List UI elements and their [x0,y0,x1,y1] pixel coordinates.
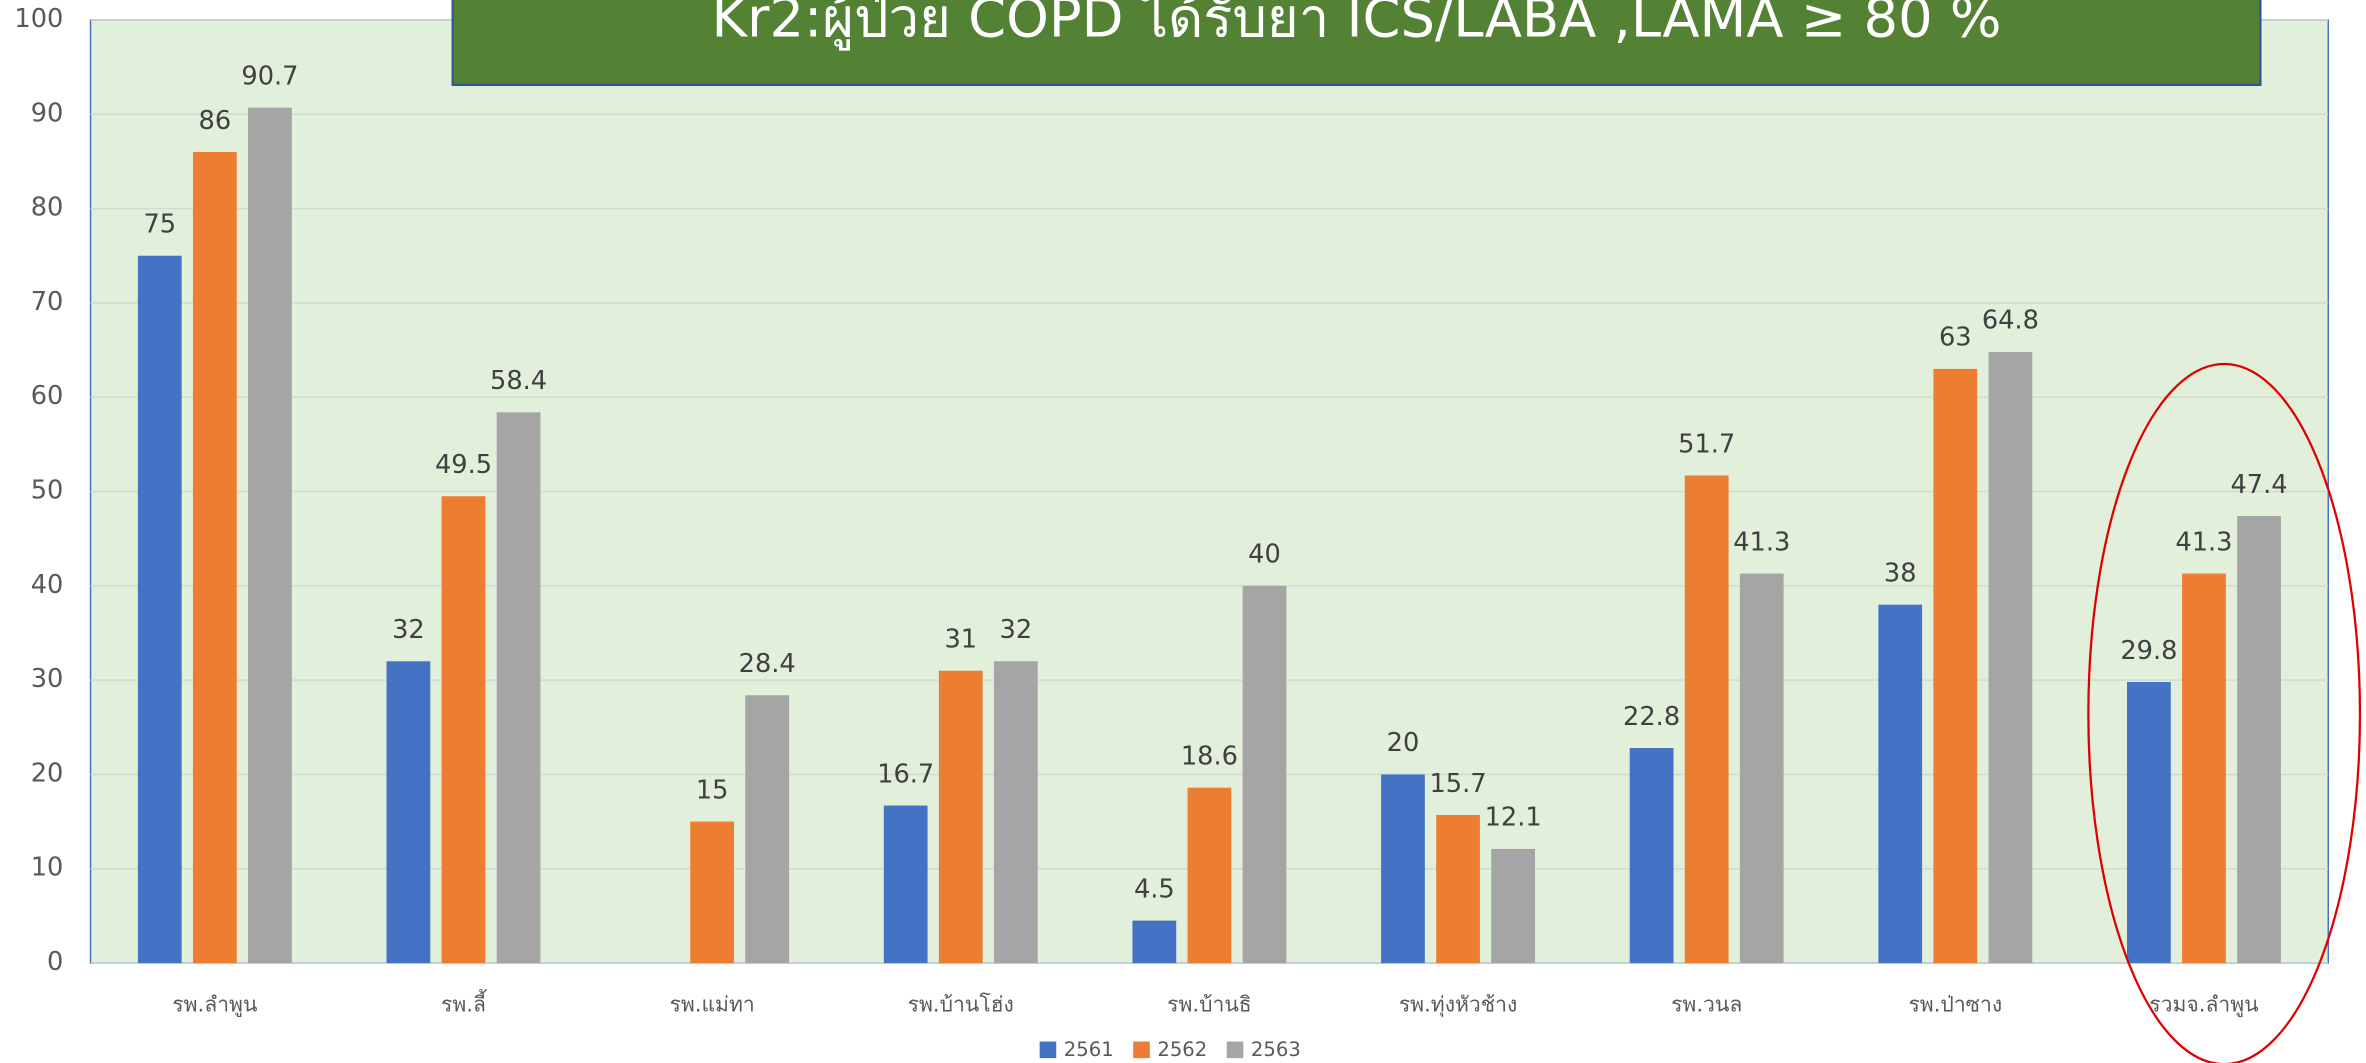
y-tick-label: 50 [31,476,64,506]
bar [496,412,541,964]
bar [2182,573,2226,964]
value-label: 4.5 [1134,874,1175,904]
value-label: 32 [392,615,425,645]
value-label: 63 [1939,323,1972,353]
legend-label: 2561 [1064,1038,1114,1061]
legend-swatch [1226,1041,1244,1059]
value-label: 90.7 [241,62,298,92]
bar [2127,682,2171,964]
bar [1878,604,1923,964]
bar [745,695,790,964]
value-label: 15.7 [1429,769,1486,799]
value-label: 49.5 [435,450,492,480]
x-tick-label: รพ.ลำพูน [172,991,257,1017]
bar [1933,368,1978,964]
bars [137,107,2281,964]
value-label: 41.3 [1733,527,1790,557]
highlight-ellipse [2087,362,2362,1063]
value-label: 31 [944,625,977,655]
x-tick-label: รพ.วนล [1671,991,1742,1016]
legend-swatch [1133,1041,1150,1059]
title-box [451,0,2262,86]
bar [1629,748,1674,964]
value-label: 29.8 [2120,636,2177,666]
y-tick-label: 80 [31,193,64,223]
y-tick-label: 70 [31,287,64,317]
bar [1684,475,1729,964]
legend-label: 2563 [1251,1038,1301,1061]
x-tick-label: รพ.แม่ทา [669,991,754,1016]
value-label: 75 [143,210,176,240]
bar [441,496,486,964]
x-tick-label: รพ.ทุ่งหัวช้าง [1399,991,1517,1017]
bar [192,152,237,964]
value-label: 28.4 [739,649,796,679]
y-tick-label: 30 [31,664,64,694]
bar [883,805,928,964]
value-label: 32 [1000,615,1033,645]
value-label: 47.4 [2230,470,2287,500]
value-label: 51.7 [1678,429,1735,459]
value-label: 38 [1884,559,1917,589]
value-label: 64.8 [1982,306,2039,336]
x-tick-label: รพ.บ้านโฮ่ง [908,991,1014,1016]
value-label: 15 [696,775,729,805]
y-tick-label: 0 [47,947,63,977]
bar [1381,774,1425,964]
value-label: 16.7 [877,759,934,789]
bar [386,661,431,964]
bar [690,821,735,964]
x-tick-label: รพ.บ้านธิ [1167,991,1252,1016]
bar [248,107,292,964]
bar [993,661,1038,964]
bar [1132,920,1177,964]
y-tick-label: 20 [31,758,64,788]
value-label: 20 [1387,728,1420,758]
value-label: 22.8 [1623,702,1680,732]
bar [1187,787,1232,964]
legend-swatch [1039,1041,1057,1059]
bar [1739,573,1784,964]
y-tick-label: 90 [31,98,64,128]
y-tick-label: 100 [14,4,63,34]
y-tick-label: 10 [31,853,64,883]
bar [1436,814,1480,964]
bar [938,670,983,964]
value-label: 41.3 [2175,527,2232,557]
x-tick-label: รพ.ป่าซาง [1908,991,2002,1016]
value-label: 18.6 [1181,741,1238,771]
bar [1491,848,1535,964]
y-tick-label: 60 [31,381,64,411]
x-tick-label: รพ.ลี้ [441,988,487,1016]
value-label: 86 [199,106,232,136]
legend-label: 2562 [1157,1038,1207,1061]
bar [1988,351,2033,964]
chart-title: Kr2:ผู้ป่วย COPD ได้รับยา ICS/LABA ,LAMA… [712,0,2002,51]
bar [2237,516,2281,964]
x-tick-label: รวมจ.ลำพูน [2149,991,2258,1017]
value-label: 12.1 [1485,803,1542,833]
bar [137,255,182,964]
value-label: 58.4 [490,366,547,396]
value-label: 40 [1248,540,1281,570]
y-tick-label: 40 [31,570,64,600]
bar [1242,585,1287,964]
